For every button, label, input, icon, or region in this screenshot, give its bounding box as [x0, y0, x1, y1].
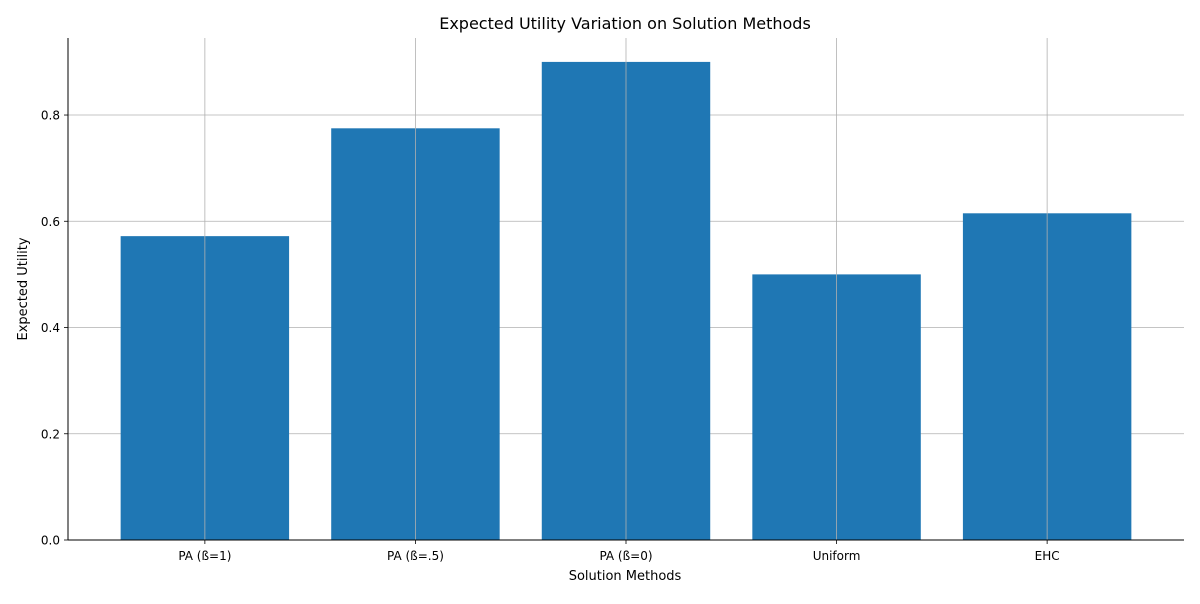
x-tick-label: EHC [1035, 549, 1060, 563]
vertical-grid-layer [204, 38, 1048, 540]
y-tick-label: 0.2 [41, 427, 60, 441]
x-tick-label: PA (ß=1) [178, 549, 231, 563]
y-tick-label: 0.0 [41, 534, 60, 548]
x-tick-label: PA (ß=0) [599, 549, 652, 563]
tick-layer: 0.0 0.2 0.4 0.6 0.8 PA (ß=1) PA (ß=.5) PA (ß=0)… [41, 109, 1060, 563]
x-tick-label: Uniform [813, 549, 861, 563]
y-axis-label: Expected Utility [16, 237, 31, 340]
y-tick-label: 0.4 [41, 321, 60, 335]
y-tick-label: 0.8 [41, 109, 60, 123]
y-tick-label: 0.6 [41, 215, 60, 229]
x-axis-label: Solution Methods [569, 569, 682, 584]
x-tick-label: PA (ß=.5) [387, 549, 444, 563]
chart-title: Expected Utility Variation on Solution M… [439, 14, 811, 33]
